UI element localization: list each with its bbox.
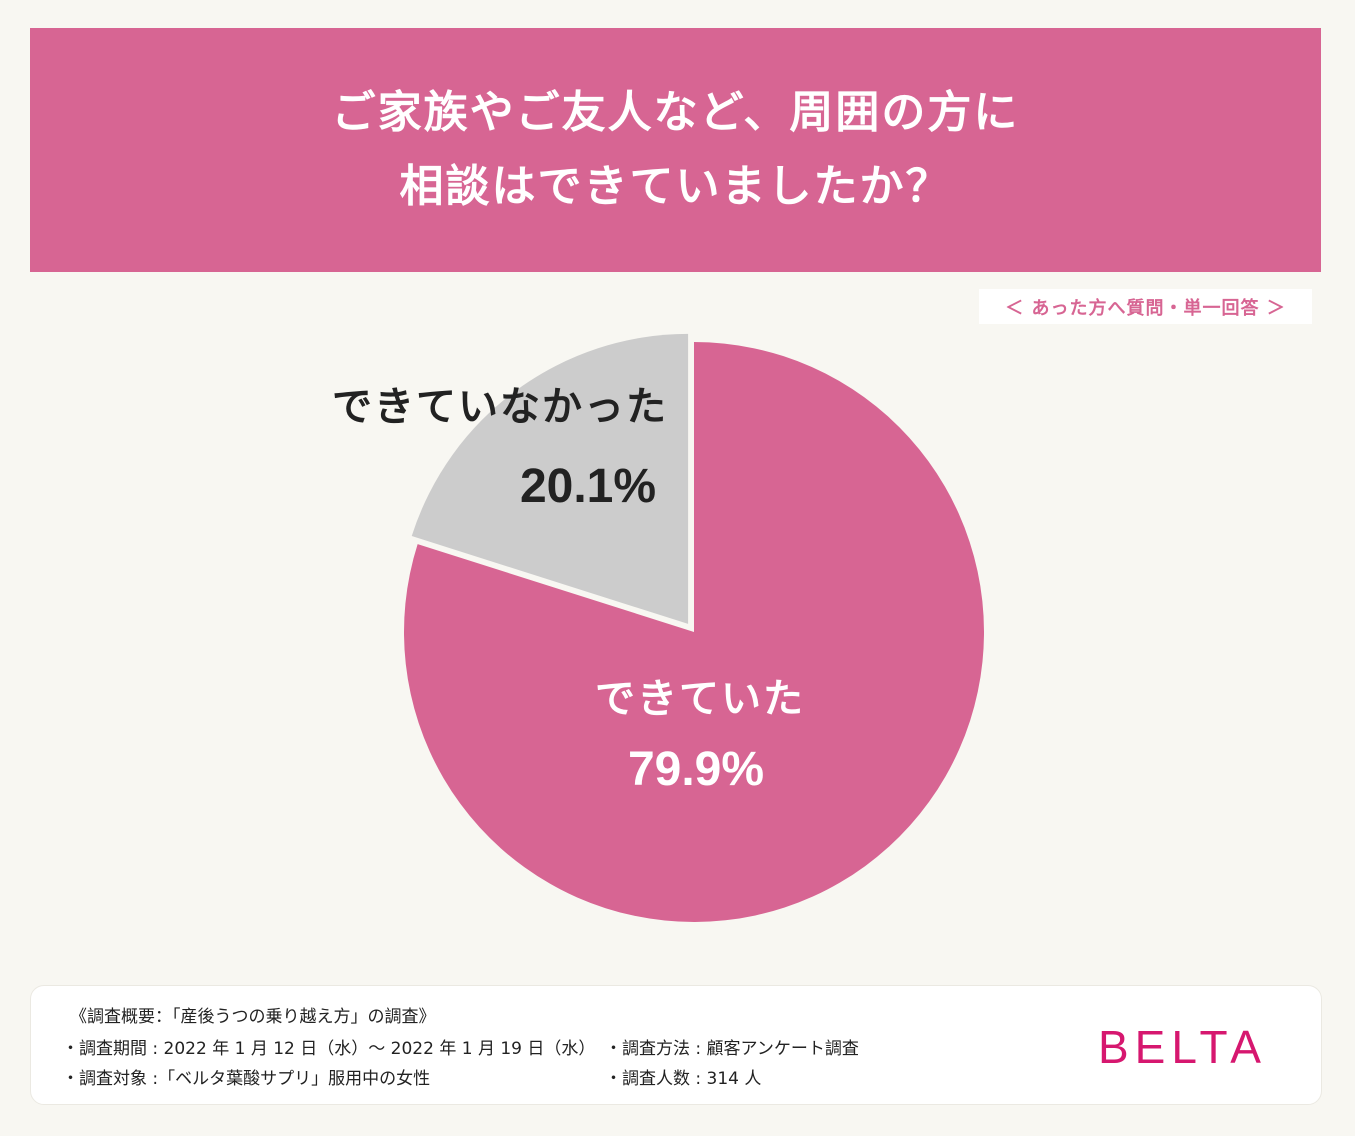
survey-target: ・調査対象 :「ベルタ葉酸サプリ」服用中の女性 (62, 1069, 431, 1089)
title-line-2: 相談はできていましたか？ (399, 161, 952, 212)
pie-value-no: 20.1% (520, 460, 656, 513)
belta-logo: BELTA (1098, 1021, 1267, 1073)
survey-summary-box (30, 985, 1322, 1105)
pie-label-yes: できていた (595, 676, 805, 722)
question-type-note: ＜ あった方へ質問・単一回答 ＞ (979, 289, 1312, 324)
title-banner: ご家族やご友人など、周囲の方に 相談はできていましたか？ (30, 28, 1321, 272)
pie-chart: できていた 79.9% できていなかった 20.1% (332, 333, 985, 922)
pie-value-yes: 79.9% (628, 743, 764, 796)
survey-period: ・調査期間 : 2022 年 1 月 12 日（水）〜 2022 年 1 月 1… (62, 1039, 596, 1059)
survey-count: ・調査人数 : 314 人 (605, 1069, 762, 1089)
survey-method: ・調査方法 : 顧客アンケート調査 (605, 1039, 859, 1059)
title-line-1: ご家族やご友人など、周囲の方に (331, 87, 1020, 138)
pie-slice-no (411, 333, 689, 624)
pie-slice-yes (404, 342, 985, 922)
survey-summary-title: 《調査概要：「産後うつの乗り越え方」の調査》 (70, 1007, 436, 1027)
pie-label-no: できていなかった (332, 384, 668, 430)
